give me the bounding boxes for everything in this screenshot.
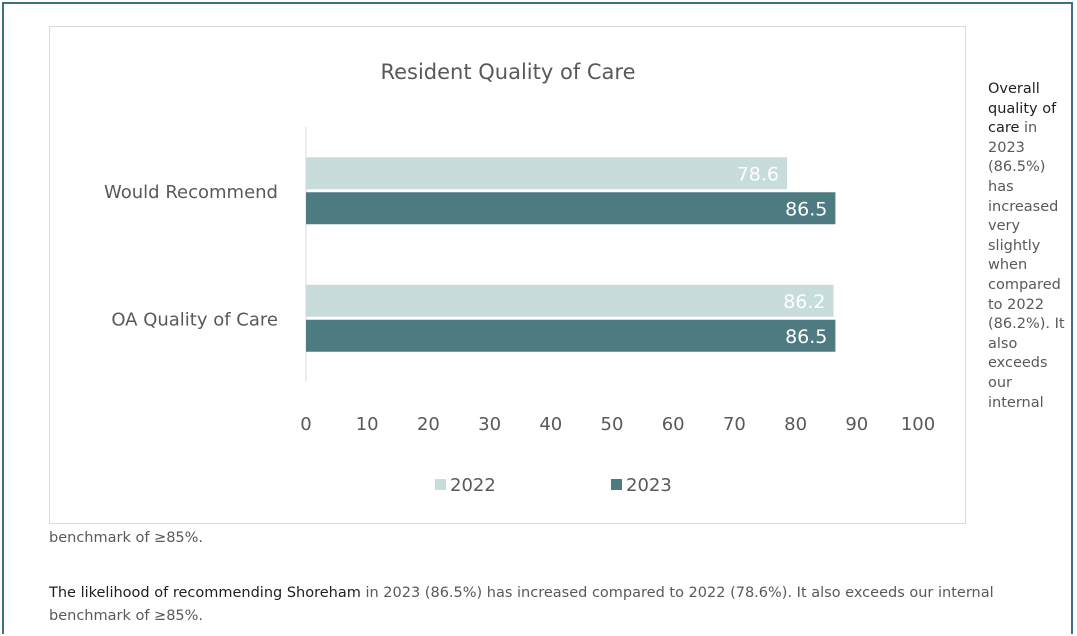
x-tick-label: 60 — [662, 414, 685, 435]
bar-chart: Resident Quality of Care Would Recommend 7… — [104, 60, 935, 496]
x-tick-label: 100 — [901, 414, 935, 435]
chart-title: Resident Quality of Care — [380, 60, 635, 84]
legend-label: 2022 — [450, 475, 496, 496]
x-tick-label: 30 — [478, 414, 501, 435]
data-label: 86.2 — [783, 291, 825, 313]
data-label: 86.5 — [785, 198, 827, 220]
x-tick-label: 10 — [356, 414, 379, 435]
x-tick-label: 0 — [300, 414, 311, 435]
bar-2023 — [306, 319, 836, 352]
x-tick-label: 50 — [601, 414, 624, 435]
recommend-paragraph-highlight: The likelihood of recommending Shoreham — [49, 585, 361, 601]
data-label: 86.5 — [785, 326, 827, 348]
chart-area: Resident Quality of Care Would Recommend 7… — [49, 26, 966, 524]
legend-label: 2023 — [626, 475, 672, 496]
legend-swatch — [611, 479, 622, 490]
side-commentary-body: in 2023 (86.5%) has increased very sligh… — [988, 120, 1065, 411]
x-tick-label: 40 — [539, 414, 562, 435]
category-label: Would Recommend — [104, 182, 278, 203]
x-tick-label: 70 — [723, 414, 746, 435]
legend-swatch — [435, 479, 446, 490]
recommend-paragraph-body: in 2023 (86.5%) has increased compared t… — [49, 585, 994, 624]
x-tick-label: 90 — [845, 414, 868, 435]
recommend-paragraph: The likelihood of recommending Shoreham … — [49, 582, 1039, 628]
side-commentary: Overall quality of care in 2023 (86.5%) … — [988, 80, 1068, 413]
x-tick-label: 20 — [417, 414, 440, 435]
data-label: 78.6 — [737, 163, 779, 185]
bar-2022 — [306, 284, 834, 317]
side-commentary-highlight: Overall quality of care — [988, 81, 1057, 137]
commentary-continuation: benchmark of ≥85%. — [49, 530, 204, 546]
bar-2023 — [306, 192, 836, 225]
x-tick-label: 80 — [784, 414, 807, 435]
category-label: OA Quality of Care — [111, 309, 278, 330]
bar-2022 — [306, 157, 788, 190]
